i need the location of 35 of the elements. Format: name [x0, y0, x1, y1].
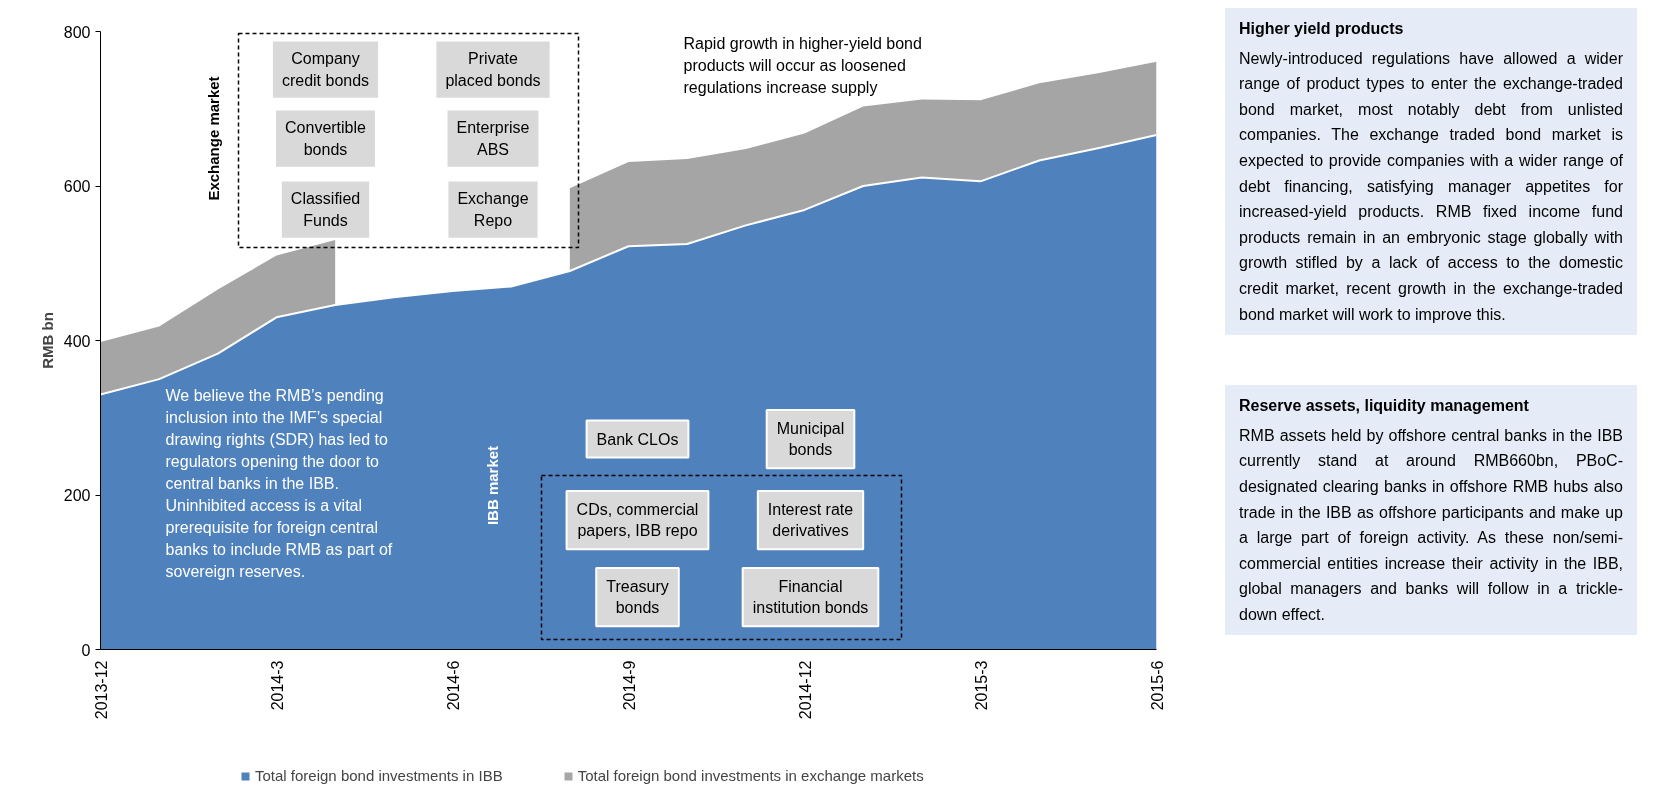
annotation: Convertible bonds	[285, 119, 367, 158]
y-axis-title: RMB bn	[38, 312, 56, 369]
x-tick-label: 2015-6	[1148, 660, 1166, 711]
annotation: Rapid growth in higher-yield bond products will occur as loosened regulations increase supply	[683, 34, 922, 96]
y-tick-label: 600	[63, 178, 91, 195]
annotation: Treasury bonds	[606, 577, 669, 617]
legend-label: Total foreign bond investments in exchange markets	[577, 767, 924, 784]
x-tick-label: 2014-12	[796, 660, 814, 720]
annotation: Municipal bonds	[776, 419, 845, 459]
text: Newly-introduced regulations have allowed a wider range of product types to enter the exchange-traded bond market, most notably debt from unlisted companies. The exchange traded bond market is expected to provide companies with a wider range of debt financing, satisfying manager appetites for increased-yield products. RMB fixed income fund products remain in an embryonic stage globally with growth stifled by a lack of access to the domestic credit market, recent growth in the exchange-traded bond market will work to improve this.	[1239, 49, 1623, 323]
text: RMB assets held by offshore central banks in the IBB currently stand at around RMB660bn, PBoC-designated clearing banks in offshore RMB hubs also trade in the IBB as offshore participants and make up a large part of foreign activity. As these non/semi-commercial entities increase their activity in the IBB, global managers and banks will follow in a trickle-down effect.	[1239, 426, 1623, 623]
text: Reserve assets, liquidity management	[1239, 396, 1530, 417]
y-tick-label: 200	[63, 487, 91, 504]
x-tick-label: 2014-3	[268, 660, 286, 711]
annotation: Private placed bonds	[445, 50, 541, 89]
annotation: Company credit bonds	[281, 50, 370, 89]
annotation: Classified Funds	[290, 190, 361, 229]
annotation: Financial institution bonds	[752, 577, 869, 617]
legend-label: Total foreign bond investments in IBB	[255, 767, 503, 784]
x-tick-label: 2013-12	[92, 660, 110, 720]
annotation: Interest rate derivatives	[767, 500, 854, 540]
text: Higher yield products	[1239, 19, 1405, 39]
annotation: Enterprise ABS	[456, 119, 530, 158]
y-tick-label: 800	[63, 23, 91, 41]
annotation: Exchange market	[205, 76, 222, 201]
y-tick-label: 400	[63, 332, 91, 350]
annotation: IBB market	[484, 445, 501, 526]
text: We believe the RMB’s pending inclusion into the IMF’s special drawing rights (SDR) has led to regulators opening the door to central banks in the IBB. Uninhibited access is a vital prerequisite for foreign central banks to include RMB as part of sovereign reserves.	[165, 386, 393, 581]
annotation: Exchange Repo	[457, 190, 529, 229]
y-tick-label: 0	[81, 641, 91, 659]
x-tick-label: 2015-3	[972, 660, 990, 711]
x-tick-label: 2014-9	[620, 660, 638, 711]
annotation: CDs, commercial papers, IBB repo	[576, 500, 699, 540]
x-tick-label: 2014-6	[444, 660, 462, 711]
annotation: Bank CLOs	[596, 430, 679, 448]
